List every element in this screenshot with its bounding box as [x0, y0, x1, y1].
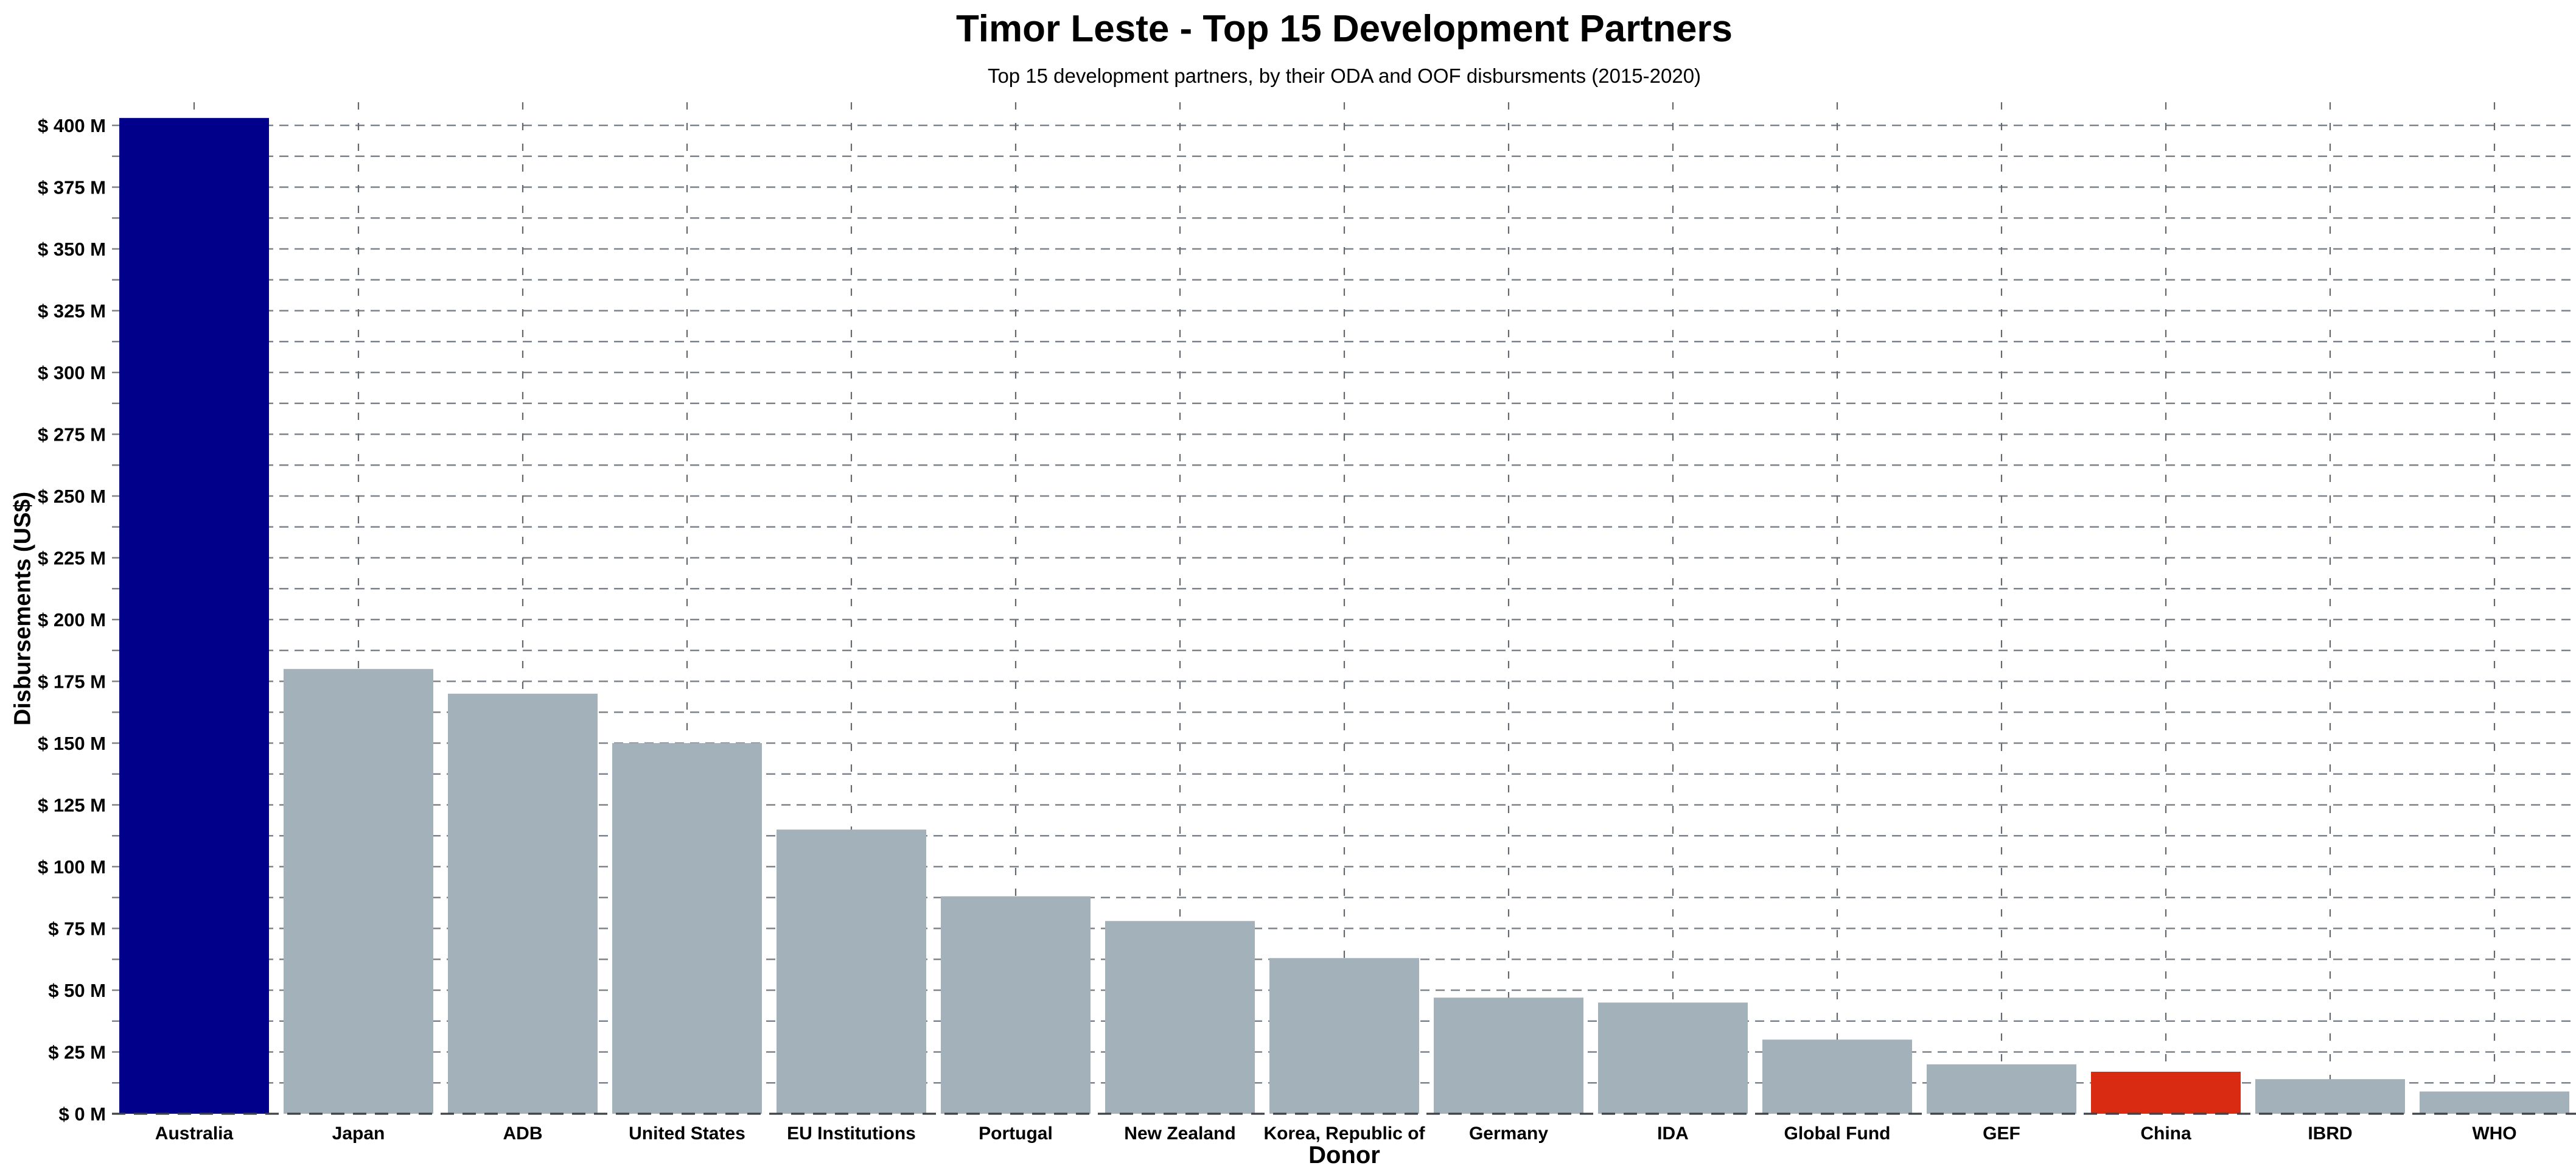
x-tick-label: Germany [1469, 1123, 1548, 1144]
y-tick-label: $ 325 M [38, 301, 106, 322]
x-tick-label: Global Fund [1784, 1123, 1891, 1144]
x-tick-label: ADB [503, 1123, 543, 1144]
x-tick-label: Japan [332, 1123, 385, 1144]
y-tick-label: $ 350 M [38, 239, 106, 260]
bar [777, 830, 926, 1114]
y-tick-label: $ 250 M [38, 486, 106, 507]
x-tick-label: EU Institutions [787, 1123, 916, 1144]
bar [1105, 921, 1255, 1114]
bar [1598, 1002, 1748, 1114]
y-tick-label: $ 275 M [38, 424, 106, 445]
bar [284, 669, 433, 1114]
chart-title: Timor Leste - Top 15 Development Partner… [956, 8, 1733, 50]
x-axis-title: Donor [1308, 1142, 1380, 1169]
x-tick-label: China [2140, 1123, 2191, 1144]
bar [1762, 1039, 1912, 1114]
x-tick-label: Australia [155, 1123, 234, 1144]
x-tick-label: IBRD [2308, 1123, 2352, 1144]
bar [1269, 958, 1419, 1114]
bar [1434, 998, 1583, 1114]
bar [2420, 1091, 2569, 1114]
y-tick-label: $ 200 M [38, 609, 106, 631]
bar [1927, 1064, 2076, 1114]
bar [2255, 1079, 2405, 1114]
bar [119, 117, 269, 1114]
y-tick-label: $ 150 M [38, 733, 106, 754]
y-tick-label: $ 75 M [48, 918, 106, 940]
bar [612, 743, 762, 1114]
chart-subtitle: Top 15 development partners, by their OD… [987, 65, 1702, 87]
y-tick-label: $ 25 M [48, 1042, 106, 1063]
y-tick-label: $ 175 M [38, 671, 106, 693]
y-tick-label: $ 0 M [58, 1103, 106, 1125]
x-tick-label: IDA [1657, 1123, 1689, 1144]
x-tick-label: GEF [1983, 1123, 2020, 1144]
x-tick-label: Portugal [979, 1123, 1053, 1144]
y-tick-label: $ 225 M [38, 548, 106, 569]
x-tick-label: United States [629, 1123, 745, 1144]
y-tick-label: $ 125 M [38, 795, 106, 816]
y-tick-label: $ 300 M [38, 362, 106, 383]
x-tick-label: New Zealand [1124, 1123, 1235, 1144]
y-tick-label: $ 50 M [48, 980, 106, 1001]
y-tick-label: $ 100 M [38, 856, 106, 878]
x-tick-label: Korea, Republic of [1263, 1123, 1425, 1144]
bar [448, 693, 598, 1114]
x-tick-label: WHO [2472, 1123, 2516, 1144]
bar [2091, 1071, 2241, 1114]
y-tick-label: $ 400 M [38, 115, 106, 136]
bar [941, 896, 1091, 1114]
y-tick-label: $ 375 M [38, 177, 106, 198]
